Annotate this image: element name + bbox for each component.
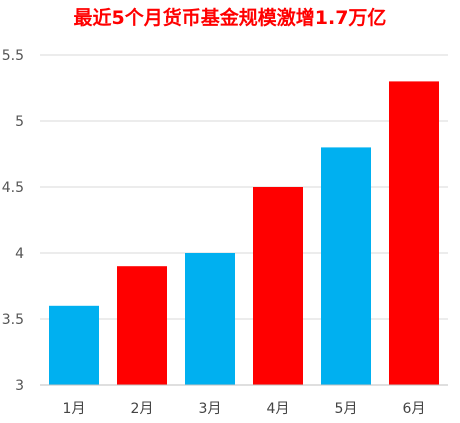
y-tick-label: 3: [15, 378, 24, 394]
bar-1: [49, 305, 99, 385]
x-tick-label: 2月: [131, 401, 154, 417]
x-tick-label: 1月: [63, 401, 86, 417]
y-axis-ticks: 3 3.5 4 4.5 5 5.5: [2, 48, 24, 394]
y-tick-label: 4: [15, 246, 24, 262]
y-tick-label: 5.5: [2, 48, 24, 64]
bar-5: [321, 147, 371, 385]
gridlines: [40, 54, 448, 320]
x-tick-label: 6月: [403, 401, 426, 417]
bars: [49, 81, 439, 386]
x-tick-label: 5月: [335, 401, 358, 417]
x-tick-label: 3月: [199, 401, 222, 417]
bar-3: [185, 253, 235, 385]
y-tick-label: 3.5: [2, 312, 24, 328]
y-tick-label: 5: [15, 114, 24, 130]
bar-2: [117, 266, 167, 385]
x-tick-label: 4月: [267, 401, 290, 417]
bar-6: [389, 81, 439, 386]
chart-title: 最近5个月货币基金规模激增1.7万亿: [73, 7, 387, 29]
x-axis-ticks: 1月 2月 3月 4月 5月 6月: [63, 401, 426, 417]
bar-4: [253, 187, 303, 385]
y-tick-label: 4.5: [2, 180, 24, 196]
